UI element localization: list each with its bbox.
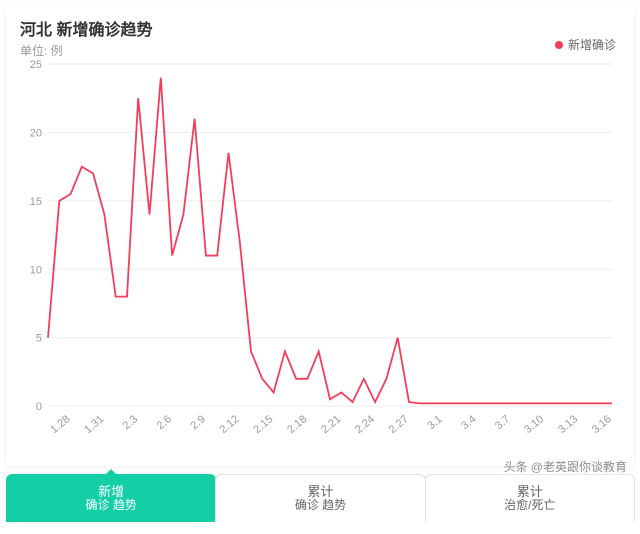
chart-card: 河北 新增确诊趋势 单位: 例 新增确诊 0 5 10 15 20 25 1.28 1.31 2… <box>6 6 634 466</box>
svg-text:10: 10 <box>30 264 42 276</box>
svg-text:2.12: 2.12 <box>218 413 242 436</box>
tab-bar: 新增 确诊 趋势 累计 确诊 趋势 累计 治愈/死亡 <box>6 474 634 522</box>
svg-text:2.3: 2.3 <box>121 413 140 432</box>
svg-text:3.1: 3.1 <box>425 413 444 432</box>
chart-plot: 0 5 10 15 20 25 1.28 1.31 2.3 2.6 2.9 2.12 2.15 2.18 2… <box>20 58 620 436</box>
svg-text:1.28: 1.28 <box>48 413 72 436</box>
tab-label-line1: 累计 <box>517 485 543 499</box>
watermark: 头条 @老英跟你谈教育 <box>500 457 630 476</box>
svg-text:2.15: 2.15 <box>251 413 275 436</box>
legend-dot-icon <box>555 41 563 49</box>
svg-text:3.13: 3.13 <box>556 413 580 436</box>
svg-text:20: 20 <box>30 127 42 139</box>
svg-text:2.9: 2.9 <box>188 413 207 432</box>
tab-new-confirmed[interactable]: 新增 确诊 趋势 <box>6 474 216 522</box>
svg-text:2.18: 2.18 <box>285 413 309 436</box>
svg-text:0: 0 <box>36 401 42 413</box>
svg-text:3.7: 3.7 <box>493 413 512 432</box>
svg-text:3.16: 3.16 <box>590 413 614 436</box>
svg-text:2.24: 2.24 <box>353 413 377 436</box>
svg-text:5: 5 <box>36 333 42 345</box>
svg-text:2.21: 2.21 <box>319 413 343 436</box>
tab-label-line1: 新增 <box>98 485 124 499</box>
tab-label-line1: 累计 <box>307 485 333 499</box>
svg-text:1.31: 1.31 <box>82 413 106 436</box>
svg-text:2.27: 2.27 <box>387 413 411 436</box>
tab-label-line2: 确诊 趋势 <box>295 499 346 512</box>
tab-total-cured-death[interactable]: 累计 治愈/死亡 <box>425 474 635 522</box>
chart-title: 河北 新增确诊趋势 <box>20 16 620 40</box>
svg-text:3.4: 3.4 <box>459 413 478 432</box>
legend-label: 新增确诊 <box>568 36 616 53</box>
tab-label-line2: 治愈/死亡 <box>504 499 555 512</box>
chart-svg: 0 5 10 15 20 25 1.28 1.31 2.3 2.6 2.9 2.12 2.15 2.18 2… <box>20 58 620 436</box>
svg-text:15: 15 <box>30 196 42 208</box>
legend: 新增确诊 <box>555 36 616 53</box>
chart-subtitle: 单位: 例 <box>20 42 620 59</box>
svg-text:25: 25 <box>30 59 42 71</box>
svg-text:2.6: 2.6 <box>155 413 174 432</box>
tab-total-confirmed[interactable]: 累计 确诊 趋势 <box>215 474 425 522</box>
svg-text:3.10: 3.10 <box>522 413 546 436</box>
tab-label-line2: 确诊 趋势 <box>85 499 136 512</box>
